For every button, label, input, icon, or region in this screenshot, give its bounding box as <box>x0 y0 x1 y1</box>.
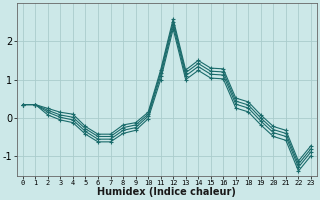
X-axis label: Humidex (Indice chaleur): Humidex (Indice chaleur) <box>98 187 236 197</box>
